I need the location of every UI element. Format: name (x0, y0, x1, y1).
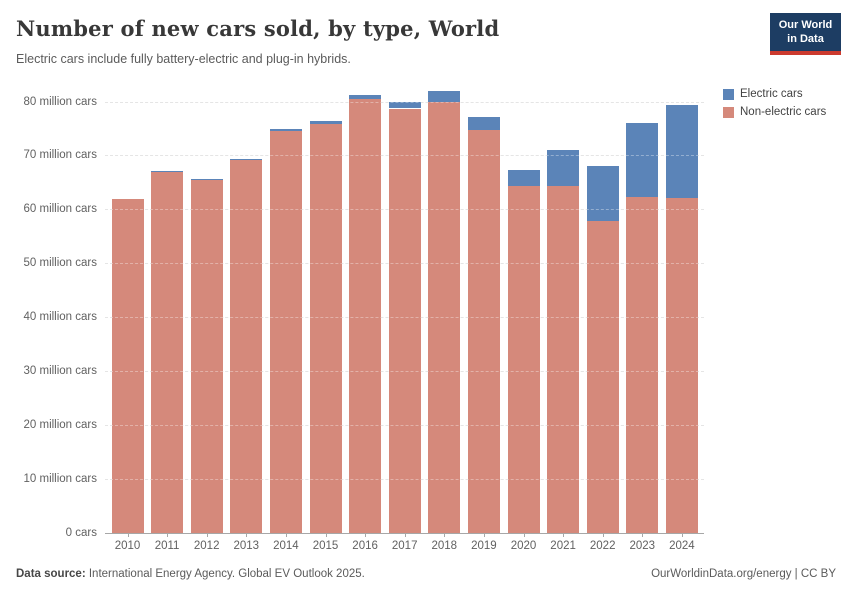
bar-2016-electric[interactable] (349, 95, 382, 100)
bar-2017-non-electric[interactable] (388, 108, 421, 533)
gridline-overlay-50 (105, 263, 704, 265)
x-axis-label: 2020 (510, 540, 537, 552)
x-axis-label: 2017 (391, 540, 418, 552)
bar-2016-non-electric[interactable] (349, 99, 382, 533)
y-axis-label: 80 million cars (23, 95, 98, 108)
bar-2020-non-electric[interactable] (507, 185, 540, 533)
x-axis-tick (563, 533, 565, 537)
x-axis-label: 2010 (114, 540, 141, 552)
data-source-text: International Energy Agency. Global EV O… (85, 568, 365, 580)
legend-swatch-electric-icon (723, 88, 734, 100)
gridline-overlay-70 (105, 155, 704, 157)
x-axis-label: 2019 (471, 540, 497, 552)
bar-2019-non-electric[interactable] (467, 129, 500, 533)
x-axis-tick (206, 533, 208, 537)
y-axis-label: 50 million cars (23, 257, 98, 270)
bar-2017-electric[interactable] (388, 102, 421, 109)
legend-label: Non-electric cars (740, 106, 827, 118)
y-axis-label: 10 million cars (23, 473, 98, 486)
legend-item-electric-cars[interactable]: Electric cars (723, 88, 826, 100)
bar-2023-non-electric[interactable] (626, 196, 659, 533)
bar-2021-non-electric[interactable] (547, 185, 580, 533)
bar-2019-electric[interactable] (467, 117, 500, 130)
gridline-80 (105, 101, 704, 103)
page-title: Number of new cars sold, by type, World (16, 16, 500, 41)
x-axis-tick (642, 533, 644, 537)
x-axis-label: 2023 (629, 540, 656, 552)
x-axis-tick (365, 533, 367, 537)
x-axis-label: 2024 (669, 540, 695, 552)
gridline-overlay-20 (105, 425, 704, 427)
gridline-overlay-60 (105, 209, 704, 211)
x-axis-tick (523, 533, 525, 537)
x-axis-tick (285, 533, 287, 537)
bar-2020-electric[interactable] (507, 169, 540, 186)
x-axis-label: 2022 (589, 540, 616, 552)
bar-2012-non-electric[interactable] (190, 179, 223, 533)
x-axis-tick (602, 533, 604, 537)
x-axis-line (105, 533, 704, 534)
x-axis-tick (325, 533, 327, 537)
owid-logo-line2: in Data (787, 32, 824, 45)
x-axis-label: 2015 (312, 540, 339, 552)
y-axis-label: 40 million cars (23, 311, 98, 324)
x-axis-tick (167, 533, 169, 537)
bar-2018-electric[interactable] (428, 90, 461, 103)
bar-2014-electric[interactable] (269, 128, 302, 131)
owid-logo[interactable]: Our World in Data (770, 13, 841, 55)
x-axis-tick (404, 533, 406, 537)
gridline-overlay-30 (105, 371, 704, 373)
bar-2013-non-electric[interactable] (230, 160, 263, 533)
bar-2014-non-electric[interactable] (269, 130, 302, 533)
x-axis-label: 2014 (273, 540, 299, 552)
x-axis-label: 2012 (193, 540, 220, 552)
x-axis-tick (246, 533, 248, 537)
gridline-overlay-80 (105, 101, 704, 103)
bar-2013-electric[interactable] (230, 159, 263, 161)
legend-swatch-non-electric-icon (723, 106, 734, 118)
x-axis-tick (444, 533, 446, 537)
chart-subtitle: Electric cars include fully battery-elec… (16, 52, 351, 66)
x-axis-label: 2011 (154, 540, 180, 552)
x-axis-tick (483, 533, 485, 537)
x-axis-tick (127, 533, 129, 537)
legend-label: Electric cars (740, 88, 803, 100)
x-axis-label: 2018 (431, 540, 458, 552)
data-source-note: Data source: International Energy Agency… (16, 568, 365, 580)
gridline-overlay-40 (105, 317, 704, 319)
chart-legend: Electric cars Non-electric cars (723, 88, 826, 124)
bar-2011-non-electric[interactable] (151, 171, 184, 533)
y-axis-label: 60 million cars (23, 203, 98, 216)
x-axis-label: 2016 (352, 540, 378, 552)
bar-2015-non-electric[interactable] (309, 123, 342, 533)
x-axis-tick (681, 533, 683, 537)
owid-logo-line1: Our World (778, 19, 833, 31)
bar-2023-electric[interactable] (626, 122, 659, 197)
owid-credit-link[interactable]: OurWorldinData.org/energy | CC BY (651, 568, 836, 580)
bar-2024-electric[interactable] (665, 104, 698, 199)
bar-2021-electric[interactable] (547, 150, 580, 186)
x-axis-label: 2021 (550, 540, 576, 552)
x-axis-label: 2013 (233, 540, 260, 552)
bar-2018-non-electric[interactable] (428, 102, 461, 533)
data-source-label: Data source: (16, 568, 86, 580)
y-axis-label: 20 million cars (23, 419, 98, 432)
bar-2010-non-electric[interactable] (111, 198, 144, 533)
bar-2022-electric[interactable] (586, 166, 619, 222)
bar-2012-electric[interactable] (190, 179, 223, 180)
y-axis-label: 0 cars (65, 527, 97, 539)
bar-2024-non-electric[interactable] (665, 198, 698, 533)
bar-2022-non-electric[interactable] (586, 221, 619, 533)
y-axis-label: 70 million cars (23, 149, 98, 162)
y-axis-label: 30 million cars (23, 365, 98, 378)
legend-item-non-electric-cars[interactable]: Non-electric cars (723, 106, 826, 118)
gridline-overlay-10 (105, 479, 704, 481)
bar-2015-electric[interactable] (309, 120, 342, 124)
